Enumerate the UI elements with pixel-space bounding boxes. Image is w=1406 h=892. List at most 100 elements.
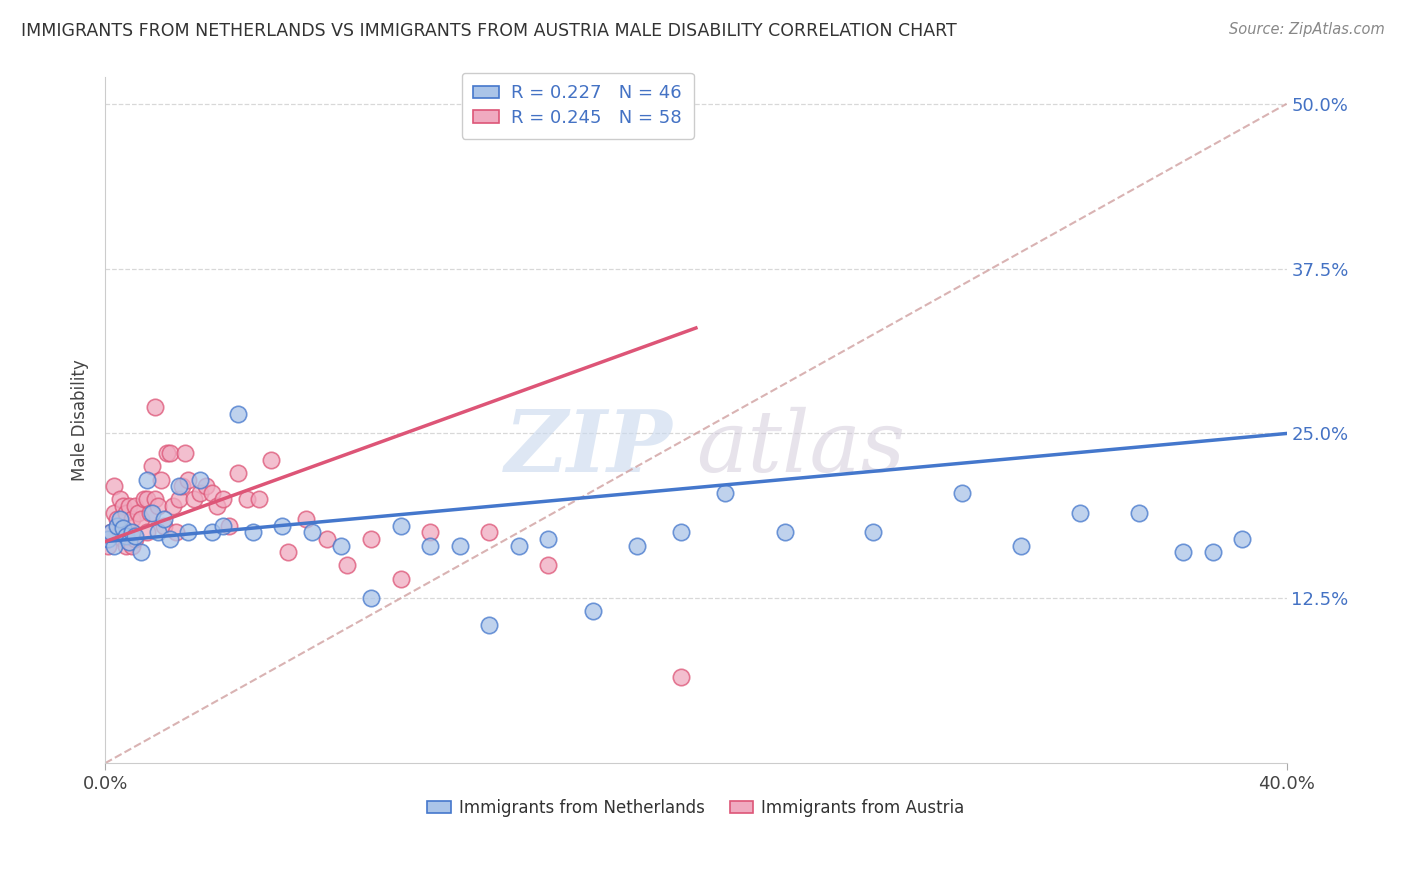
Point — [330, 539, 353, 553]
Point — [862, 525, 884, 540]
Point — [207, 499, 229, 513]
Point — [247, 492, 270, 507]
Point — [188, 473, 211, 487]
Point — [148, 499, 170, 513]
Point — [1232, 532, 1254, 546]
Point — [226, 466, 249, 480]
Point — [135, 525, 157, 540]
Point — [153, 518, 176, 533]
Point — [129, 545, 152, 559]
Point — [121, 539, 143, 553]
Point — [295, 512, 318, 526]
Point — [714, 485, 737, 500]
Point — [336, 558, 359, 573]
Point — [508, 539, 530, 553]
Point — [419, 539, 441, 553]
Point — [360, 532, 382, 546]
Point — [167, 479, 190, 493]
Point — [1010, 539, 1032, 553]
Point — [118, 499, 141, 513]
Point — [177, 525, 200, 540]
Point — [124, 529, 146, 543]
Point — [271, 518, 294, 533]
Point — [135, 492, 157, 507]
Point — [162, 499, 184, 513]
Point — [145, 400, 167, 414]
Point — [449, 539, 471, 553]
Point — [389, 518, 412, 533]
Point — [103, 479, 125, 493]
Point — [100, 525, 122, 540]
Point — [103, 506, 125, 520]
Point — [360, 591, 382, 606]
Point — [115, 506, 138, 520]
Point — [478, 617, 501, 632]
Point — [115, 539, 138, 553]
Point — [118, 534, 141, 549]
Point — [419, 525, 441, 540]
Point — [118, 525, 141, 540]
Point — [1202, 545, 1225, 559]
Point — [669, 525, 692, 540]
Point — [108, 525, 131, 540]
Point — [626, 539, 648, 553]
Text: ZIP: ZIP — [505, 406, 672, 490]
Point — [194, 479, 217, 493]
Point — [111, 532, 134, 546]
Point — [100, 525, 122, 540]
Point — [226, 407, 249, 421]
Point — [111, 521, 134, 535]
Point — [150, 473, 173, 487]
Point — [537, 558, 560, 573]
Point — [97, 539, 120, 553]
Point — [115, 529, 138, 543]
Text: atlas: atlas — [696, 407, 905, 489]
Point — [301, 525, 323, 540]
Point — [212, 492, 235, 507]
Point — [97, 532, 120, 546]
Point — [478, 525, 501, 540]
Point — [277, 545, 299, 559]
Point — [242, 525, 264, 540]
Text: Source: ZipAtlas.com: Source: ZipAtlas.com — [1229, 22, 1385, 37]
Point — [138, 506, 160, 520]
Point — [108, 512, 131, 526]
Y-axis label: Male Disability: Male Disability — [72, 359, 89, 481]
Point — [200, 525, 222, 540]
Point — [188, 485, 211, 500]
Point — [135, 473, 157, 487]
Point — [132, 492, 155, 507]
Point — [200, 485, 222, 500]
Point — [1069, 506, 1091, 520]
Point — [145, 492, 167, 507]
Point — [159, 446, 181, 460]
Point — [1173, 545, 1195, 559]
Point — [156, 446, 179, 460]
Point — [141, 506, 163, 520]
Point — [129, 512, 152, 526]
Point — [105, 512, 128, 526]
Point — [950, 485, 973, 500]
Point — [236, 492, 259, 507]
Point — [124, 499, 146, 513]
Point — [183, 492, 205, 507]
Point — [1128, 506, 1150, 520]
Point — [259, 453, 281, 467]
Point — [121, 525, 143, 540]
Point — [111, 499, 134, 513]
Point — [212, 518, 235, 533]
Point — [165, 525, 187, 540]
Point — [108, 492, 131, 507]
Point — [669, 670, 692, 684]
Point — [581, 605, 603, 619]
Point — [105, 518, 128, 533]
Point — [773, 525, 796, 540]
Point — [141, 459, 163, 474]
Point — [174, 446, 197, 460]
Text: IMMIGRANTS FROM NETHERLANDS VS IMMIGRANTS FROM AUSTRIA MALE DISABILITY CORRELATI: IMMIGRANTS FROM NETHERLANDS VS IMMIGRANT… — [21, 22, 957, 40]
Point — [127, 506, 149, 520]
Point — [148, 525, 170, 540]
Point — [315, 532, 337, 546]
Point — [170, 479, 193, 493]
Point — [167, 492, 190, 507]
